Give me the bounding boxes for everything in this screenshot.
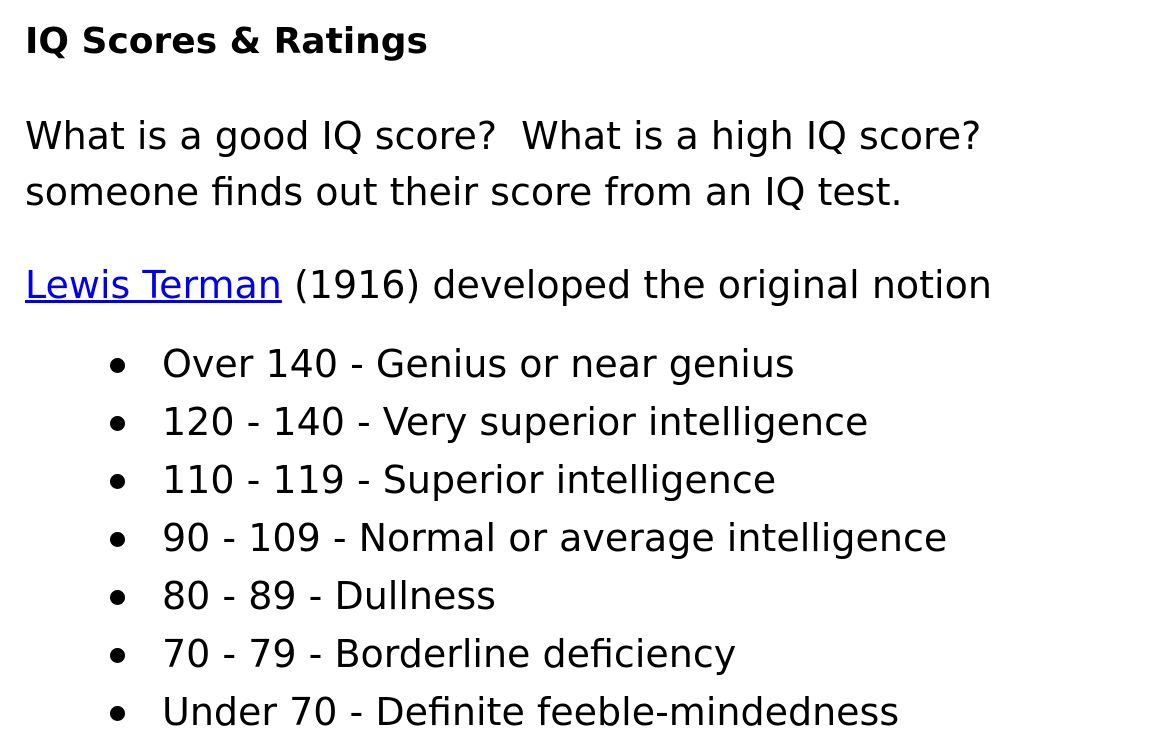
rating-text: Over 140 - Genius or near genius: [162, 342, 795, 386]
bullet-icon: [110, 706, 125, 721]
terman-text: (1916) developed the original notion: [281, 263, 992, 307]
intro-line-1: What is a good IQ score? What is a high …: [25, 114, 982, 158]
list-item: 90 - 109 - Normal or average intelligenc…: [0, 509, 947, 567]
bullet-icon: [110, 590, 125, 605]
rating-text: Under 70 - Definite feeble-mindedness: [162, 690, 900, 734]
page-title: IQ Scores & Ratings: [25, 21, 428, 62]
lewis-terman-link[interactable]: Lewis Terman: [25, 263, 282, 307]
list-item: 120 - 140 - Very superior intelligence: [0, 393, 947, 451]
bullet-icon: [110, 358, 125, 373]
rating-text: 80 - 89 - Dullness: [162, 574, 496, 618]
list-item: Under 70 - Definite feeble-mindedness: [0, 683, 947, 741]
rating-text: 70 - 79 - Borderline deficiency: [162, 632, 737, 676]
rating-text: 120 - 140 - Very superior intelligence: [162, 400, 869, 444]
list-item: 80 - 89 - Dullness: [0, 567, 947, 625]
list-item: Over 140 - Genius or near genius: [0, 335, 947, 393]
bullet-icon: [110, 532, 125, 547]
bullet-icon: [110, 416, 125, 431]
rating-text: 110 - 119 - Superior intelligence: [162, 458, 777, 502]
iq-ratings-list: Over 140 - Genius or near genius 120 - 1…: [0, 335, 947, 741]
bullet-icon: [110, 474, 125, 489]
bullet-icon: [110, 648, 125, 663]
terman-paragraph: Lewis Terman (1916) developed the origin…: [25, 257, 992, 313]
list-item: 70 - 79 - Borderline deficiency: [0, 625, 947, 683]
rating-text: 90 - 109 - Normal or average intelligenc…: [162, 516, 948, 560]
intro-line-2: someone finds out their score from an IQ…: [25, 170, 903, 214]
list-item: 110 - 119 - Superior intelligence: [0, 451, 947, 509]
